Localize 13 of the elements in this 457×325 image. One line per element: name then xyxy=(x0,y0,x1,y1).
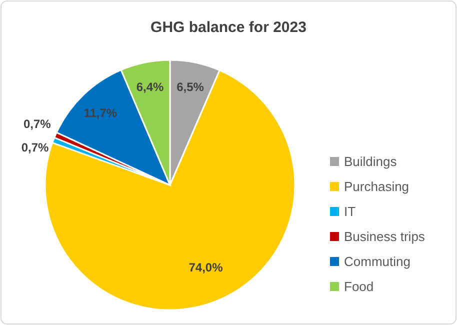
legend-label: IT xyxy=(344,204,356,219)
legend-label: Buildings xyxy=(344,154,398,169)
data-label: 6,4% xyxy=(136,80,164,94)
data-label: 0,7% xyxy=(21,140,50,154)
legend-label: Food xyxy=(344,279,374,294)
data-label: 0,7% xyxy=(23,116,52,131)
legend-label: Purchasing xyxy=(344,179,410,194)
data-label: 74,0% xyxy=(188,260,224,275)
data-label: 6,5% xyxy=(176,80,204,94)
data-label: 11,7% xyxy=(84,106,118,120)
legend-label: Business trips xyxy=(344,229,426,244)
chart-title: GHG balance for 2023 xyxy=(150,19,306,36)
legend-label: Commuting xyxy=(344,254,410,269)
